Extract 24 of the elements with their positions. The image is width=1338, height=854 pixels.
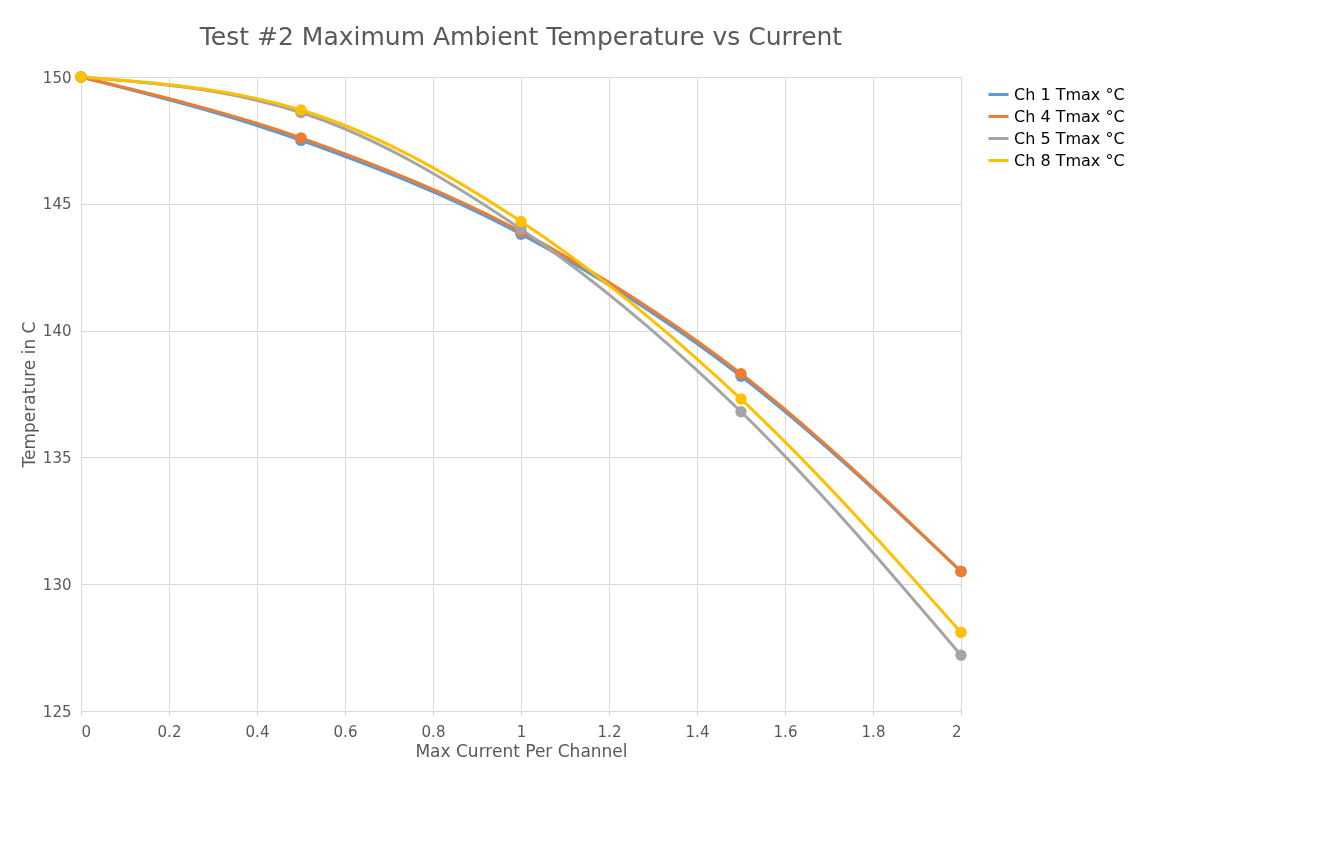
x-tick-label: 1.8: [861, 722, 886, 741]
x-tick-label: 0.4: [245, 722, 270, 741]
x-tick-label: 0: [81, 722, 92, 741]
legend-label: Ch 4 Tmax °C: [1014, 106, 1125, 126]
x-tick-label: 1.4: [685, 722, 710, 741]
chart-title: Test #2 Maximum Ambient Temperature vs Current: [198, 22, 843, 51]
legend-label: Ch 5 Tmax °C: [1014, 128, 1125, 148]
y-tick-label: 145: [42, 195, 72, 214]
y-tick-label: 125: [42, 702, 72, 721]
x-tick-label: 0.2: [157, 722, 182, 741]
legend-label: Ch 1 Tmax °C: [1014, 84, 1125, 104]
y-tick-label: 135: [42, 448, 72, 467]
x-tick-label: 0.6: [333, 722, 358, 741]
y-tick-label: 140: [42, 322, 72, 341]
x-tick-label: 1: [516, 722, 527, 741]
x-tick-label: 1.2: [597, 722, 622, 741]
x-tick-label: 0.8: [421, 722, 446, 741]
x-tick-label: 1.6: [773, 722, 798, 741]
y-tick-label: 130: [42, 575, 72, 594]
y-tick-label: 150: [42, 68, 72, 87]
y-axis-title: Temperature in C: [18, 321, 39, 469]
x-axis-title: Max Current Per Channel: [415, 740, 628, 761]
legend-label: Ch 8 Tmax °C: [1014, 150, 1125, 170]
x-tick-label: 2: [951, 722, 962, 741]
